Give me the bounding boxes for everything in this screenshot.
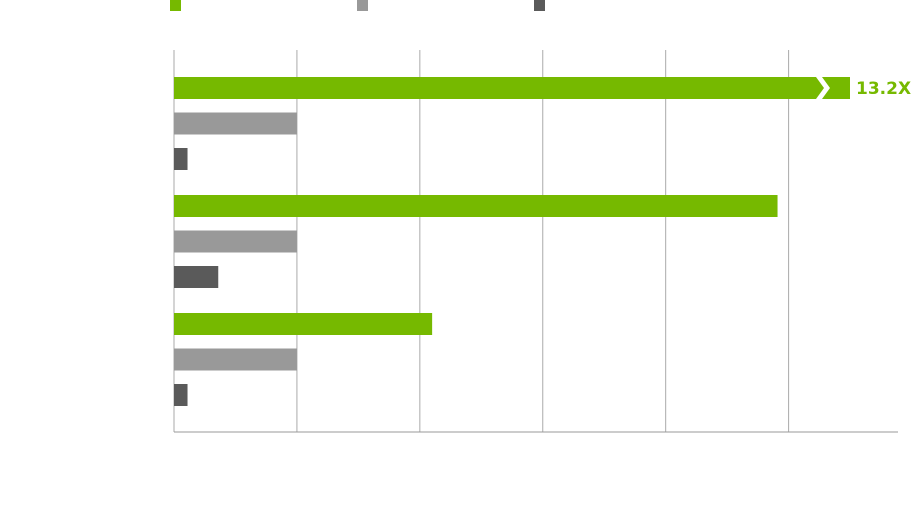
- bar: [174, 266, 219, 288]
- value-label: 13.2X: [856, 79, 911, 99]
- legend-swatch: [534, 0, 545, 11]
- legend-swatch: [357, 0, 368, 11]
- bar-part: [174, 77, 824, 99]
- bar-part: [822, 77, 850, 99]
- bar: [174, 112, 297, 135]
- bar: [174, 230, 297, 253]
- legend-swatch: [170, 0, 181, 11]
- bar: [174, 384, 188, 406]
- bar: [174, 77, 850, 99]
- bar: [174, 348, 297, 371]
- bar: [174, 148, 188, 170]
- bar: [174, 195, 778, 217]
- bar: [174, 313, 433, 335]
